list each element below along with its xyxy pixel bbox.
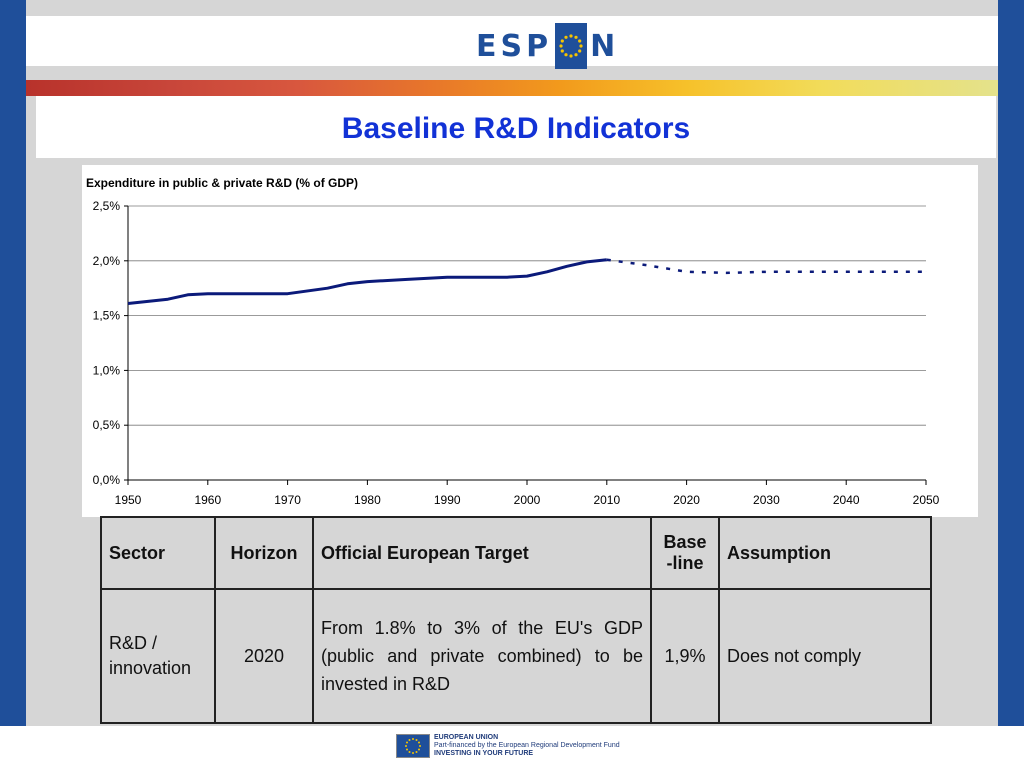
cell-sector: R&D / innovation [100, 588, 216, 724]
header-target: Official European Target [312, 516, 652, 590]
x-tick-label: 2050 [913, 493, 940, 507]
x-tick-label: 2020 [673, 493, 700, 507]
header-banner: ESP N [26, 16, 998, 69]
x-tick-label: 1960 [194, 493, 221, 507]
historical-series-line [127, 258, 607, 305]
logo-text-left: ESP [476, 28, 553, 64]
x-tick-label: 2030 [753, 493, 780, 507]
x-tick-label: 2000 [514, 493, 541, 507]
targets-table: Sector Horizon Official European Target … [100, 516, 932, 724]
footer-bar: EUROPEAN UNION Part-financed by the Euro… [0, 726, 1024, 768]
eu-funding-text: EUROPEAN UNION Part-financed by the Euro… [434, 734, 620, 758]
table-header-row: Sector Horizon Official European Target … [100, 516, 932, 590]
eu-line-2: Part-financed by the European Regional D… [434, 742, 620, 749]
chart-title: Expenditure in public & private R&D (% o… [86, 176, 358, 190]
x-tick-label: 1990 [434, 493, 461, 507]
logo-text-right: N [590, 28, 620, 64]
cell-assumption: Does not comply [718, 588, 932, 724]
y-tick-label: 1,0% [93, 363, 121, 377]
cell-horizon: 2020 [214, 588, 314, 724]
rd-expenditure-chart: Expenditure in public & private R&D (% o… [86, 176, 940, 507]
eu-funding-logo: EUROPEAN UNION Part-financed by the Euro… [396, 734, 620, 758]
y-tick-label: 2,5% [93, 199, 121, 213]
x-tick-label: 2010 [593, 493, 620, 507]
cell-target: From 1.8% to 3% of the EU's GDP (public … [312, 588, 652, 724]
header-baseline: Base -line [650, 516, 720, 590]
espon-logo: ESP N [476, 23, 620, 69]
cell-baseline: 1,9% [650, 588, 720, 724]
header-sector: Sector [100, 516, 216, 590]
map-strip [26, 80, 998, 96]
chart-panel: Expenditure in public & private R&D (% o… [82, 165, 978, 517]
eu-flag-icon [396, 734, 430, 758]
left-side-bar [0, 0, 26, 768]
header-horizon: Horizon [214, 516, 314, 590]
x-tick-label: 1950 [115, 493, 142, 507]
right-side-bar [998, 0, 1024, 768]
eu-line-1: EUROPEAN UNION [434, 734, 499, 741]
header-assumption: Assumption [718, 516, 932, 590]
table-row: R&D / innovation 2020 From 1.8% to 3% of… [100, 588, 932, 724]
projection-series-line [606, 258, 926, 275]
eu-stars-icon [555, 23, 588, 69]
eu-line-3: INVESTING IN YOUR FUTURE [434, 750, 534, 757]
x-tick-label: 2040 [833, 493, 860, 507]
x-tick-label: 1980 [354, 493, 381, 507]
y-tick-label: 2,0% [93, 254, 121, 268]
title-box: Baseline R&D Indicators [36, 96, 996, 158]
y-tick-label: 1,5% [93, 309, 121, 323]
y-tick-label: 0,0% [93, 473, 121, 487]
y-tick-label: 0,5% [93, 418, 121, 432]
page-title: Baseline R&D Indicators [341, 112, 691, 145]
x-tick-label: 1970 [274, 493, 301, 507]
